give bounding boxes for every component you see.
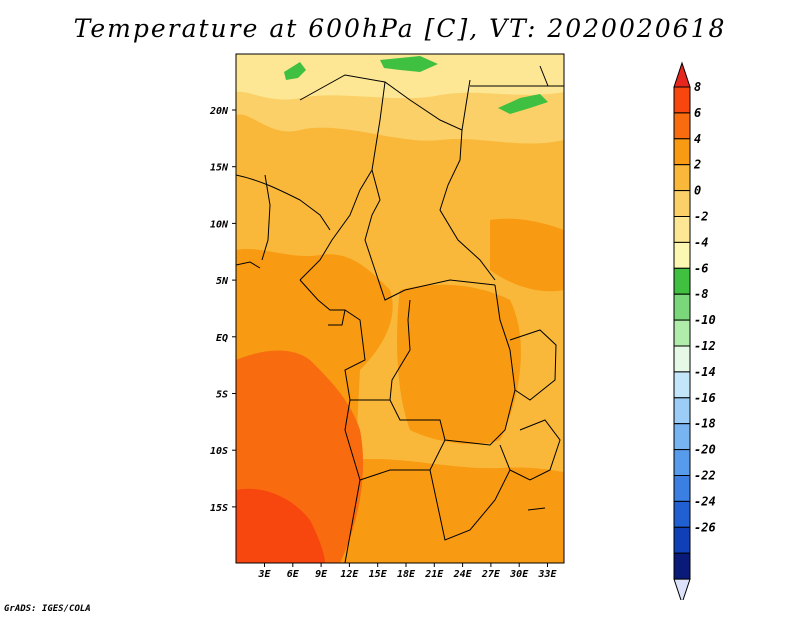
field-cold-spot (498, 94, 548, 114)
colorbar-box (673, 241, 691, 269)
colorbar-label: -10 (694, 313, 716, 327)
colorbar-label: -2 (694, 210, 708, 224)
colorbar-box (673, 423, 691, 451)
colorbar-label: -22 (694, 469, 716, 483)
lat-label: 15N (210, 163, 229, 174)
colorbar-box (673, 216, 691, 243)
lat-label: 5N (216, 276, 229, 287)
colorbar-label: 0 (694, 184, 701, 198)
lon-label: 27E (481, 569, 501, 580)
colorbar-box (673, 86, 691, 114)
colorbar-box (673, 345, 691, 373)
colorbar-label: -18 (694, 417, 716, 431)
field-band-coolest-north (236, 54, 564, 100)
colorbar-box (673, 449, 691, 477)
map-title: Temperature at 600hPa [C], VT: 202002061… (73, 14, 727, 43)
colorbar-label: -20 (694, 443, 716, 457)
field-cold-spot (284, 62, 306, 80)
temperature-map: 20N 15N 10N 5N EQ 5S 10S 15S 3E 6E 9E 12E 15E 18E 21E… (209, 53, 716, 600)
colorbar-box (673, 112, 691, 140)
colorbar-box (673, 138, 691, 166)
colorbar-label: -16 (694, 391, 716, 405)
field-cold-spot (380, 56, 438, 72)
lon-label: 9E (315, 569, 328, 580)
colorbar-bottom-triangle (673, 578, 691, 600)
colorbar-box (673, 319, 691, 347)
longitude-axis: 3E 6E 9E 12E 15E 18E 21E 24E 27E 30E 33E (257, 563, 558, 580)
colorbar-box (673, 397, 691, 425)
colorbar-box (673, 164, 691, 192)
colorbar-label: 4 (694, 132, 701, 146)
lon-label: 12E (340, 569, 359, 580)
lon-label: 21E (424, 569, 444, 580)
colorbar-label: -12 (694, 339, 716, 353)
colorbar-legend: 8 6 4 2 0 -2 -4 -6 -8 -10 -12 -14 -16 -18 -20 -22 -24 -26 (673, 61, 716, 600)
lat-label: 20N (209, 106, 229, 117)
colorbar-label: -24 (694, 494, 716, 508)
field-hottest-southwest (236, 488, 325, 563)
colorbar-label: 6 (694, 106, 701, 120)
colorbar-box (673, 371, 691, 399)
colorbar-label: -4 (694, 235, 708, 249)
field-warm-south (345, 458, 564, 563)
colorbar-label: -6 (694, 261, 708, 275)
colorbar-top-triangle (673, 61, 691, 88)
lat-label: 5S (216, 390, 228, 401)
colorbar-label: -8 (694, 287, 708, 301)
colorbar-box (673, 267, 691, 295)
country-borders (236, 65, 564, 563)
field-warm-congo (397, 284, 521, 445)
lon-label: 24E (453, 569, 473, 580)
lon-label: 15E (369, 569, 388, 580)
field-warm-east (490, 218, 564, 292)
latitude-axis: 20N 15N 10N 5N EQ 5S 10S 15S (209, 106, 236, 514)
colorbar-label: 8 (694, 80, 701, 94)
lon-label: 6E (287, 569, 300, 580)
lon-label: 33E (537, 569, 557, 580)
lat-label: 15S (210, 503, 228, 514)
lon-label: 18E (397, 569, 416, 580)
colorbar-label: -14 (694, 365, 716, 379)
lon-label: 30E (509, 569, 529, 580)
colorbar-box (673, 293, 691, 321)
colorbar-box (673, 475, 691, 502)
colorbar-box (673, 552, 691, 580)
lon-label: 3E (257, 569, 271, 580)
colorbar-box (673, 526, 691, 554)
lat-label: 10S (210, 446, 228, 457)
map-frame (235, 53, 565, 564)
colorbar-box (673, 500, 691, 528)
lat-label: EQ (216, 333, 228, 344)
credit-label: GrADS: IGES/COLA (4, 604, 91, 614)
colorbar-label: 2 (693, 158, 701, 172)
colorbar-label: -26 (694, 520, 716, 534)
lat-label: 10N (210, 219, 229, 230)
colorbar-box (673, 190, 691, 218)
